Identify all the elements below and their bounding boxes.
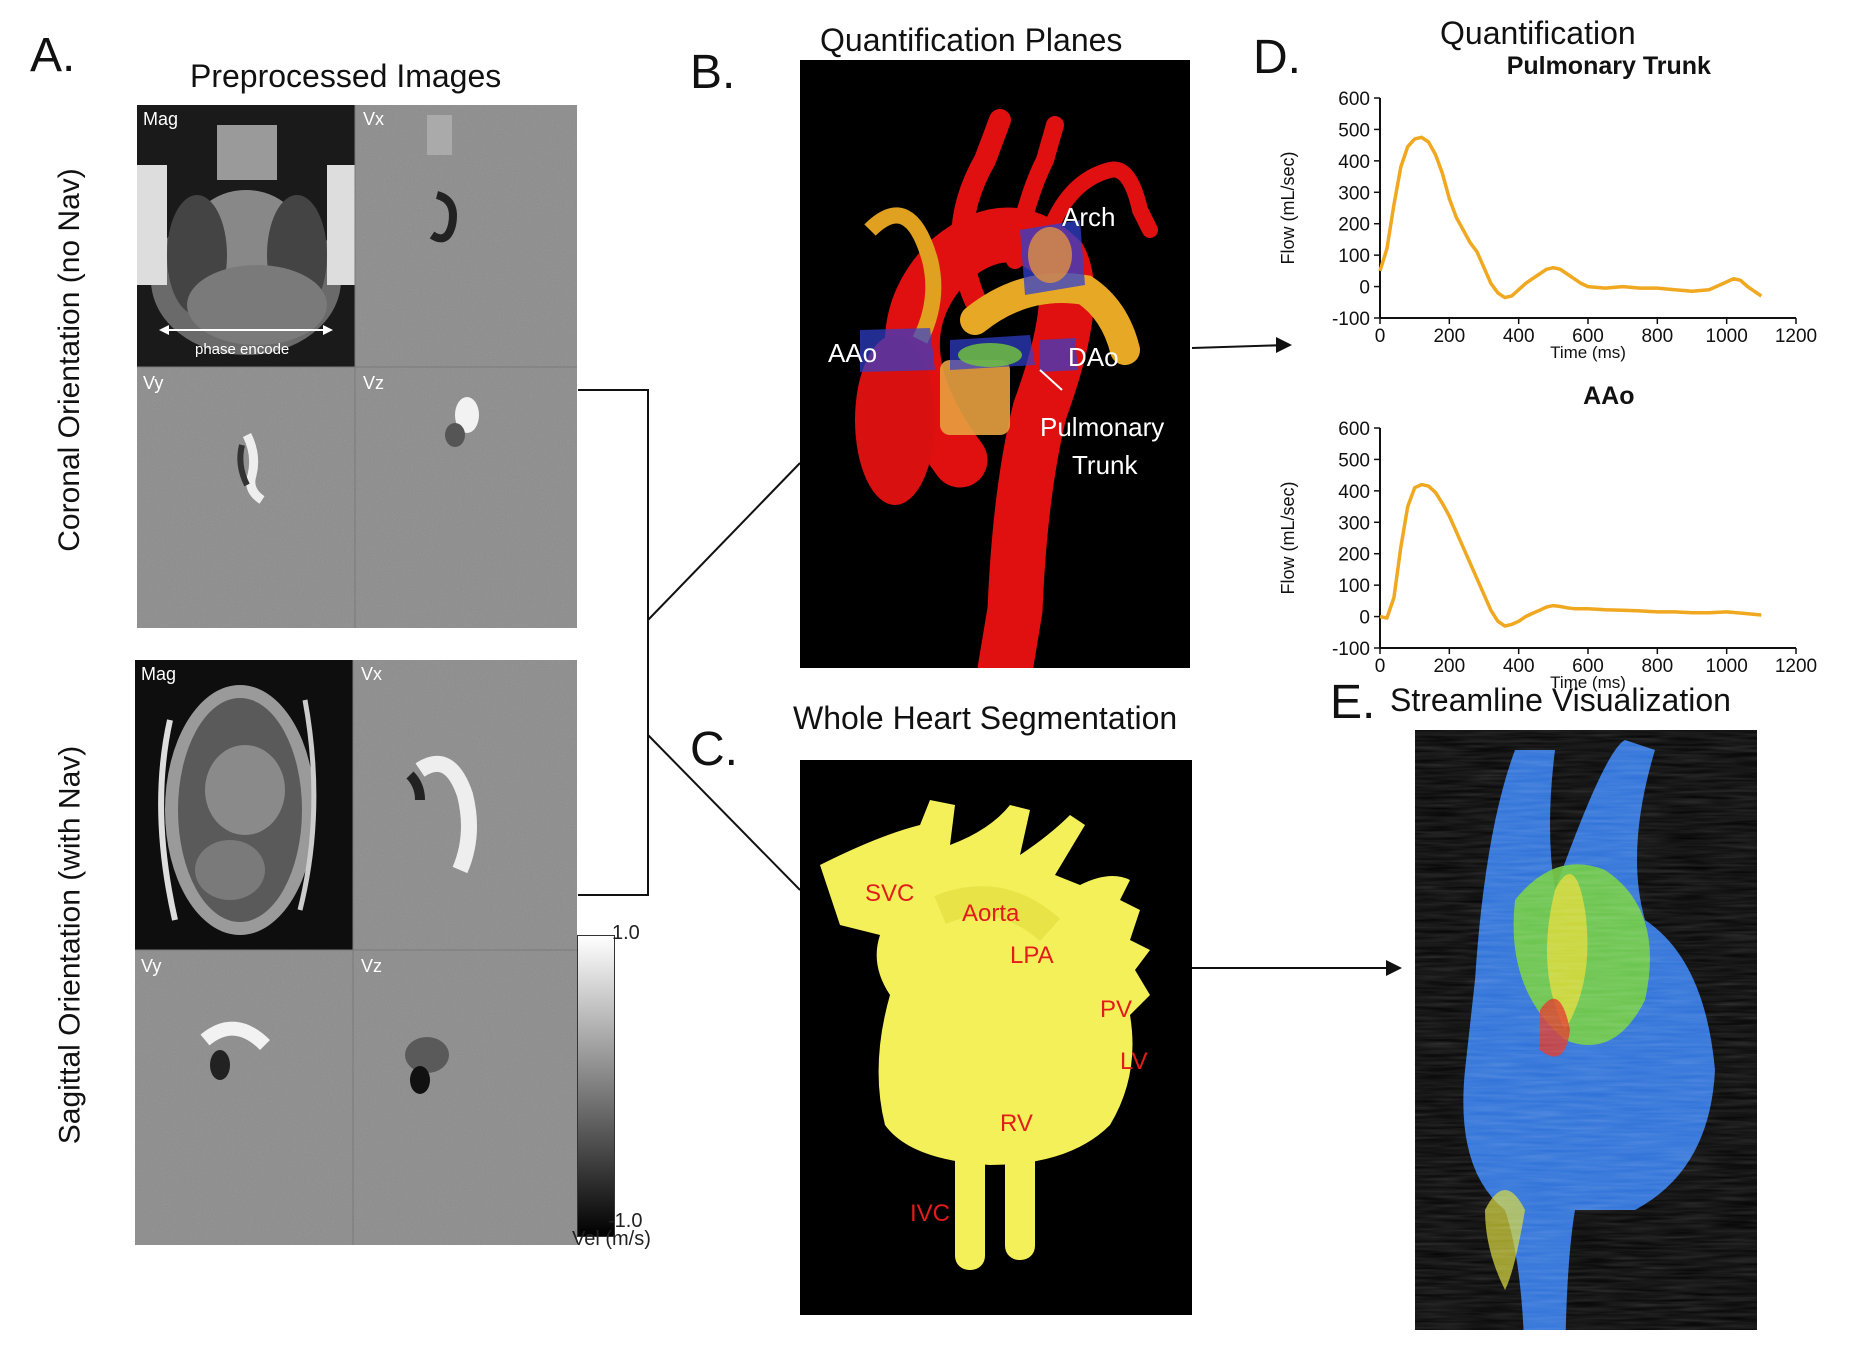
streamline-svg: [1415, 730, 1757, 1351]
x-axis-label: Time (ms): [1550, 673, 1626, 692]
colorbar-unit-label: Vel (m/s): [572, 1228, 651, 1250]
y-tick-label: 500: [1338, 120, 1370, 141]
panel-d-letter: D.: [1253, 31, 1301, 84]
label-dao: DAo: [1068, 342, 1119, 372]
panel-c-title: Whole Heart Segmentation: [793, 700, 1178, 736]
label-aorta: Aorta: [962, 900, 1020, 927]
label-lv: LV: [1120, 1048, 1148, 1075]
label-arch: Arch: [1062, 202, 1116, 232]
coronal-mag-label: Mag: [143, 109, 179, 129]
y-tick-label: -100: [1332, 639, 1370, 660]
x-tick-label: 1000: [1706, 656, 1748, 677]
coronal-vy-label: Vy: [143, 373, 164, 393]
coronal-image-grid: Mag Vx Vy Vz phase encode: [137, 105, 577, 628]
panel-e-title: Streamline Visualization: [1390, 682, 1731, 718]
y-tick-label: 600: [1338, 89, 1370, 110]
x-tick-label: 1000: [1706, 326, 1748, 347]
y-tick-label: 200: [1338, 215, 1370, 236]
panel-b-title: Quantification Planes: [820, 22, 1123, 58]
x-tick-label: 400: [1503, 326, 1535, 347]
y-tick-label: 600: [1338, 419, 1370, 440]
y-tick-label: 200: [1338, 545, 1370, 566]
x-tick-label: 600: [1572, 656, 1604, 677]
colorbar-min-label: -1.0: [608, 1210, 643, 1232]
chart-title: AAo: [1583, 382, 1634, 410]
y-tick-label: 400: [1338, 482, 1370, 503]
x-tick-label: 0: [1375, 656, 1386, 677]
sagittal-image-svg: [135, 660, 577, 1245]
x-tick-label: 400: [1503, 656, 1535, 677]
y-axis-label: Flow (mL/sec): [1278, 481, 1298, 594]
sagittal-vy-label: Vy: [141, 956, 162, 976]
panel-c-letter: C.: [690, 723, 738, 776]
panel-e-letter: E.: [1330, 676, 1376, 729]
y-tick-label: 0: [1359, 608, 1370, 629]
x-tick-label: 1200: [1775, 656, 1817, 677]
phase-encode-label: phase encode: [195, 341, 290, 358]
quantification-planes-render: Arch AAo DAo Pulmonary Trunk: [800, 60, 1190, 698]
panel-d-title: Quantification: [1440, 15, 1636, 51]
coronal-image-svg: [137, 105, 577, 628]
sagittal-vz-label: Vz: [361, 956, 383, 976]
colorbar-max-label: 1.0: [612, 922, 640, 944]
x-tick-label: 800: [1641, 326, 1673, 347]
x-tick-label: 1200: [1775, 326, 1817, 347]
y-tick-label: 500: [1338, 450, 1370, 471]
heart-render-svg: [820, 800, 1150, 1270]
x-tick-label: 0: [1375, 326, 1386, 347]
y-tick-label: 300: [1338, 183, 1370, 204]
label-pulmonary: Pulmonary: [1040, 412, 1165, 442]
y-axis-label: Flow (mL/sec): [1278, 151, 1298, 264]
flow-series-line: [1378, 135, 1763, 300]
x-tick-label: 200: [1433, 326, 1465, 347]
streamline-render: [1415, 730, 1757, 1351]
sagittal-image-grid: Mag Vx Vy Vz: [135, 660, 577, 1245]
y-tick-label: 100: [1338, 246, 1370, 267]
aorta-render-svg: [855, 109, 1158, 698]
label-ivc: IVC: [910, 1200, 951, 1227]
label-pv: PV: [1100, 996, 1133, 1023]
panel-b-letter: B.: [690, 46, 736, 99]
panel-a-letter: A.: [30, 29, 76, 82]
sagittal-vx-label: Vx: [361, 664, 383, 684]
label-aao: AAo: [828, 338, 878, 368]
coronal-vx-label: Vx: [363, 109, 385, 129]
panel-a-title: Preprocessed Images: [190, 58, 502, 94]
label-rv: RV: [1000, 1110, 1033, 1137]
flow-series-line: [1379, 482, 1762, 628]
chart-title: Pulmonary Trunk: [1507, 52, 1711, 80]
x-tick-label: 200: [1433, 656, 1465, 677]
velocity-colorbar: [577, 935, 615, 1237]
y-tick-label: -100: [1332, 309, 1370, 330]
label-trunk: Trunk: [1072, 450, 1138, 480]
x-tick-label: 800: [1641, 656, 1673, 677]
coronal-vz-label: Vz: [363, 373, 385, 393]
x-axis-label: Time (ms): [1550, 343, 1626, 362]
y-tick-label: 400: [1338, 152, 1370, 173]
label-lpa: LPA: [1010, 942, 1054, 969]
y-tick-label: 100: [1338, 576, 1370, 597]
y-tick-label: 300: [1338, 513, 1370, 534]
x-tick-label: 600: [1572, 326, 1604, 347]
heart-segmentation-render: SVC Aorta LPA PV LV RV IVC: [800, 760, 1192, 1315]
label-svc: SVC: [865, 880, 915, 907]
sagittal-mag-label: Mag: [141, 664, 177, 684]
y-tick-label: 0: [1359, 278, 1370, 299]
